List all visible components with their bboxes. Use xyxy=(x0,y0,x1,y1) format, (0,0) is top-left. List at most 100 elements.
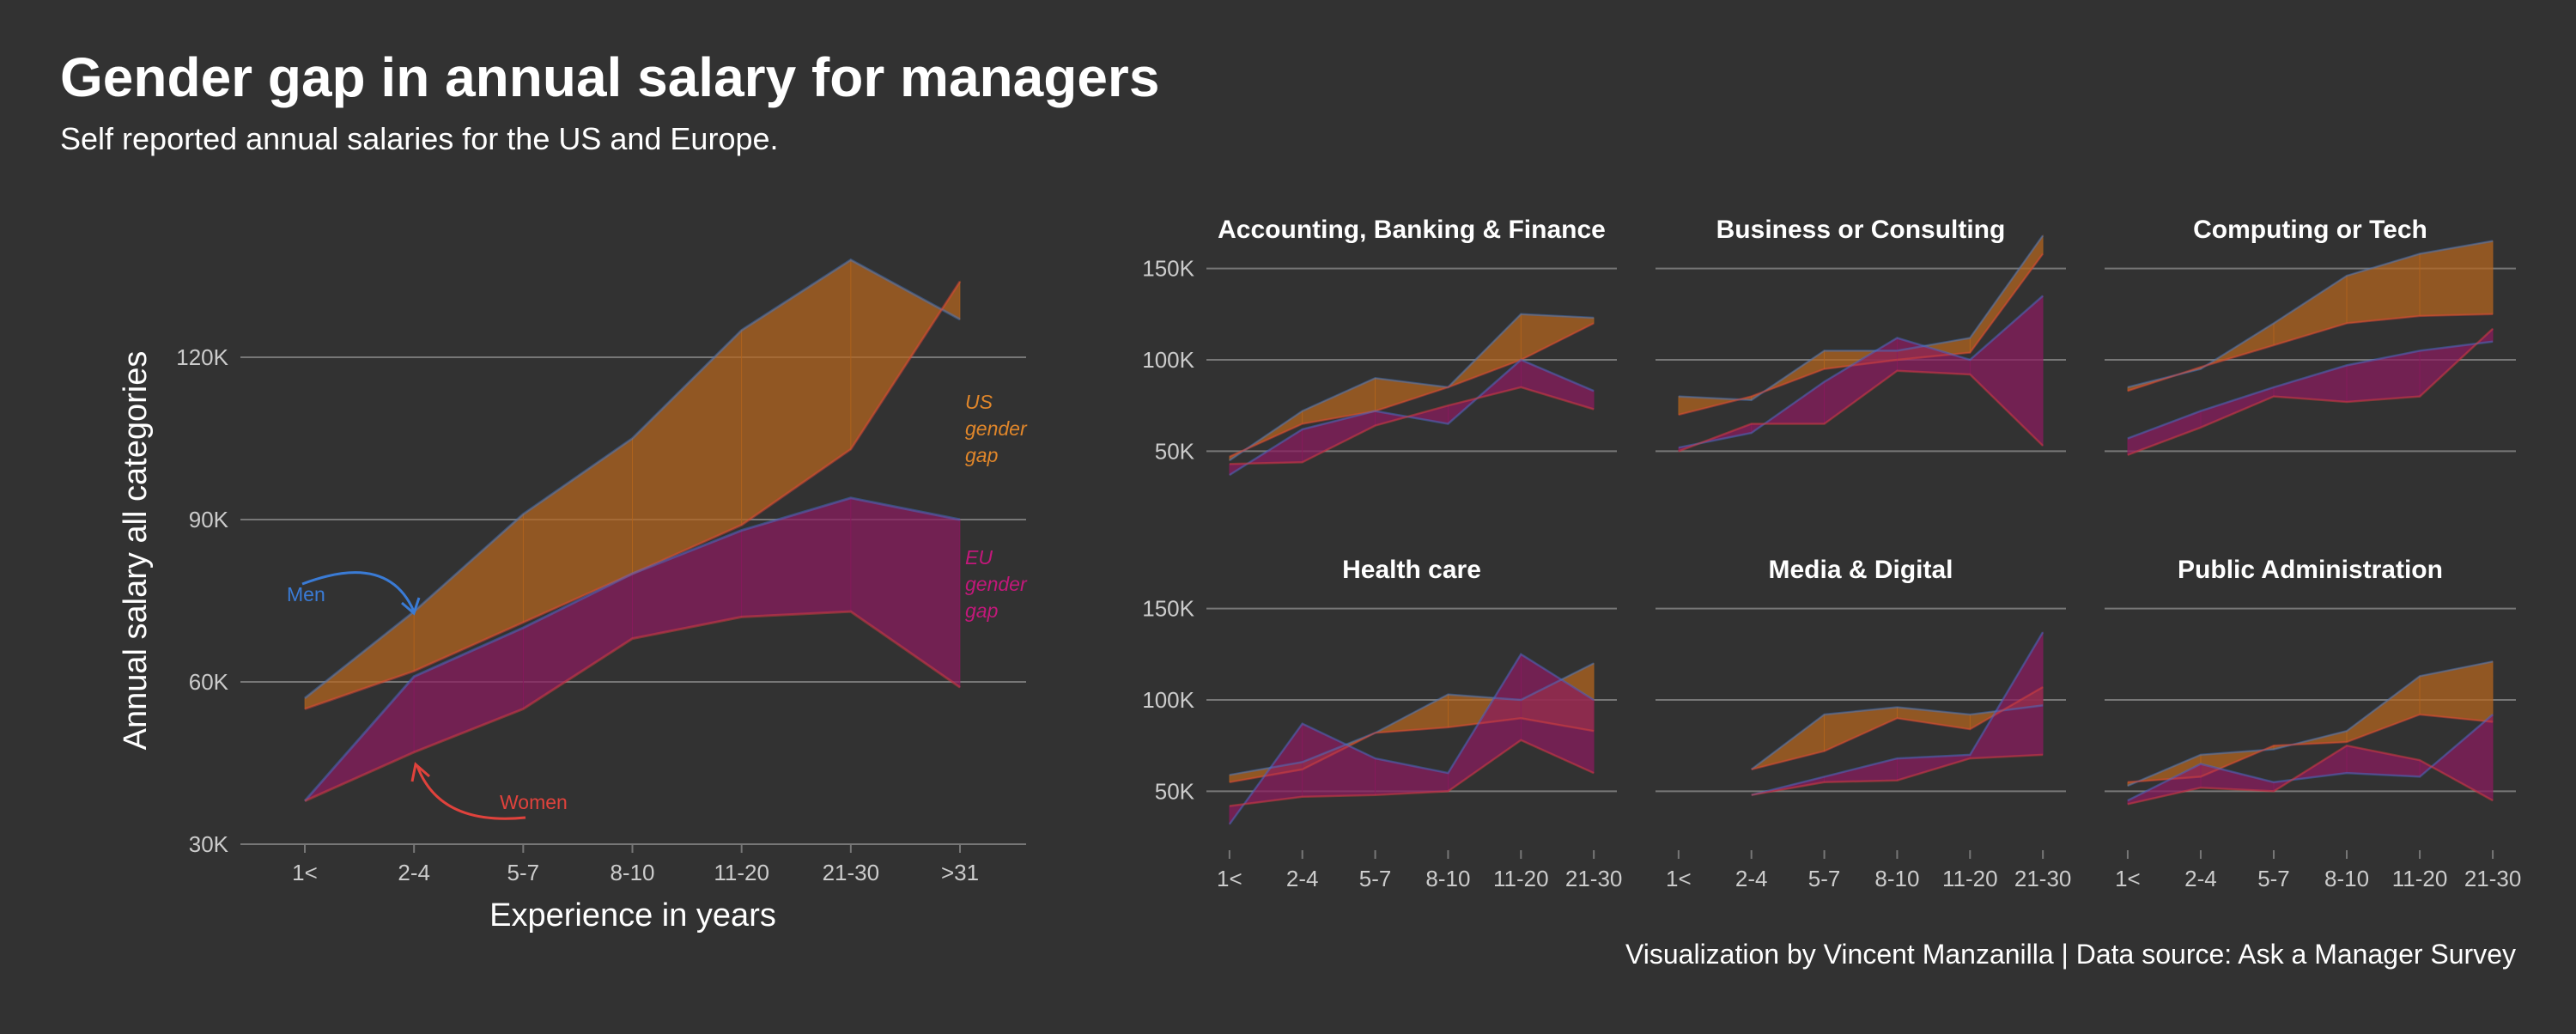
y-axis-label: Annual salary all categories xyxy=(118,351,154,751)
gap-area-us xyxy=(1229,448,1246,461)
eu-gap-label: EU xyxy=(965,546,993,569)
facet-title: Computing or Tech xyxy=(2193,216,2427,244)
main-chart: 30K 60K 90K 120K 1< 2-4 5-7 8-10 11-20 21-30 >31 Ex… xyxy=(118,258,1028,934)
x-tick-label: 2-4 xyxy=(1735,866,1768,891)
series-line-us-women xyxy=(1751,686,2044,771)
y-tick-label: 150K xyxy=(1142,256,1194,282)
gap-area-eu xyxy=(2419,759,2433,778)
men-annotation-arrow xyxy=(301,571,416,612)
x-tick-label: 11-20 xyxy=(1493,866,1549,891)
y-tick-label: 50K xyxy=(1155,778,1195,804)
y-tick-label: 150K xyxy=(1142,596,1194,622)
gap-area-eu xyxy=(1229,803,1245,825)
women-annotation-label: Women xyxy=(500,791,568,813)
series-line-eu-men xyxy=(1228,653,1595,825)
facet-panel: 1< 2-4 5-7 8-10 11-20 21-30 Public Administrat… xyxy=(2105,556,2521,891)
x-tick-label: 11-20 xyxy=(1942,866,1998,891)
x-tick-label: 8-10 xyxy=(610,860,654,885)
x-tick-label: 21-30 xyxy=(2014,866,2072,891)
series-line-eu-women xyxy=(304,610,961,802)
gap-area-us xyxy=(1375,377,1449,412)
gap-area-eu xyxy=(1229,463,1249,476)
series-line-us-women xyxy=(2127,713,2494,784)
series-line-us-men xyxy=(1750,704,2044,770)
series-line-eu-men xyxy=(2127,340,2494,440)
gap-area-eu xyxy=(1678,442,1700,453)
gap-area-us xyxy=(941,280,961,320)
series-line-eu-men xyxy=(2127,714,2494,802)
x-tick-label: 8-10 xyxy=(1874,866,1919,891)
y-tick-label: 50K xyxy=(1155,438,1195,464)
series-line-us-women xyxy=(304,280,962,710)
chart-subtitle: Self reported annual salaries for the US… xyxy=(60,121,779,156)
series-line-eu-men xyxy=(1229,358,1595,477)
x-tick-label: 5-7 xyxy=(507,860,540,885)
x-tick-label: 1< xyxy=(1217,866,1242,891)
gap-area-eu xyxy=(1969,295,2044,447)
series-line-us-women xyxy=(1229,322,1595,458)
y-tick-label: 100K xyxy=(1142,347,1194,373)
gap-area-us xyxy=(1969,234,2044,354)
x-tick-label: 2-4 xyxy=(2184,866,2217,891)
gap-area-us xyxy=(1678,396,1740,416)
gap-area-eu xyxy=(1751,423,1766,434)
x-tick-label: 2-4 xyxy=(1286,866,1319,891)
x-tick-label: 11-20 xyxy=(714,860,769,885)
gap-area-eu xyxy=(1375,411,1408,427)
gap-area-us xyxy=(2419,240,2494,317)
series-line-us-men xyxy=(2127,240,2494,389)
us-gap-label: gap xyxy=(965,444,999,466)
facet-panel: 50K 100K 150K Accounting, Banking & Finance xyxy=(1142,216,1617,477)
gap-area-eu xyxy=(1520,654,1595,774)
men-annotation-label: Men xyxy=(287,583,325,605)
gap-area-eu xyxy=(1520,359,1595,411)
series-line-eu-women xyxy=(1229,386,1595,465)
women-annotation-arrow xyxy=(416,765,526,820)
y-tick-label: 90K xyxy=(189,507,229,532)
x-tick-label: 21-30 xyxy=(2464,866,2522,891)
series-line-eu-women xyxy=(1229,739,1595,807)
series-line-eu-women xyxy=(1751,753,2044,796)
series-line-us-women xyxy=(1229,717,1595,784)
women-annotation-arrowhead xyxy=(410,762,430,782)
x-tick-label: 2-4 xyxy=(398,860,430,885)
gap-area-eu xyxy=(2273,779,2293,793)
gap-area-us xyxy=(2200,365,2207,370)
facet-title: Media & Digital xyxy=(1768,556,1953,584)
x-tick-label: 21-30 xyxy=(1565,866,1623,891)
facet-title: Business or Consulting xyxy=(1716,216,2006,244)
facet-title: Public Administration xyxy=(2178,556,2443,584)
facet-title: Accounting, Banking & Finance xyxy=(1218,216,1606,244)
series-line-us-men xyxy=(2127,660,2494,788)
x-tick-label: 1< xyxy=(292,860,318,885)
gap-area-us xyxy=(2273,744,2293,750)
facet-panel: 50K 100K 150K 1< 2-4 5-7 8-10 11-20 21-30 Health … xyxy=(1142,556,1622,891)
gap-area-us xyxy=(1751,391,1765,401)
series-line-us-men xyxy=(1229,313,1595,462)
x-tick-label: 8-10 xyxy=(1425,866,1470,891)
gap-area-us xyxy=(2127,781,2139,787)
gap-area-eu xyxy=(850,497,961,689)
gap-area-eu xyxy=(2419,343,2478,398)
x-tick-label: 5-7 xyxy=(2257,866,2290,891)
series-line-us-women xyxy=(2127,313,2494,392)
x-tick-label: 8-10 xyxy=(2324,866,2369,891)
facet-grid: 50K 100K 150K Accounting, Banking & Finance… xyxy=(1142,216,2521,891)
y-tick-label: 30K xyxy=(189,831,229,857)
us-gap-label: US xyxy=(965,391,993,413)
facet-panel: Computing or Tech xyxy=(2105,216,2516,456)
x-tick-label: 5-7 xyxy=(1808,866,1841,891)
y-tick-label: 120K xyxy=(176,344,228,370)
chart-caption: Visualization by Vincent Manzanilla | Da… xyxy=(1625,939,2516,970)
facet-panel: Business or Consulting xyxy=(1656,216,2066,453)
series-line-us-men xyxy=(1678,234,2044,402)
x-tick-label: >31 xyxy=(941,860,979,885)
x-tick-label: 5-7 xyxy=(1359,866,1392,891)
series-line-eu-women xyxy=(2127,744,2494,806)
y-tick-label: 100K xyxy=(1142,687,1194,713)
x-tick-label: 21-30 xyxy=(823,860,880,885)
eu-gap-label: gender xyxy=(965,573,1028,595)
gap-area-us xyxy=(850,258,943,451)
